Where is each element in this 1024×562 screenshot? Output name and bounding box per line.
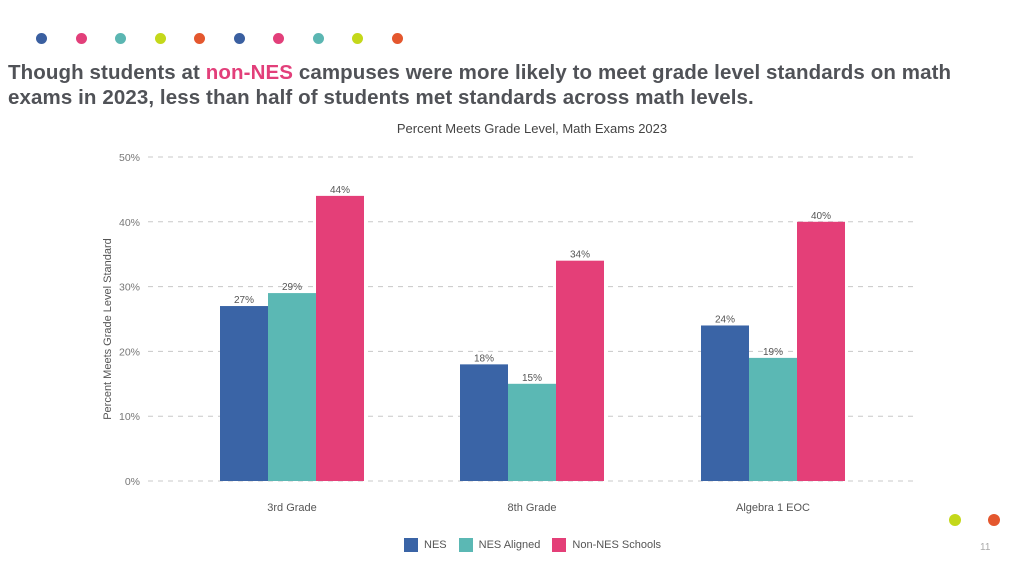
legend-item: NES Aligned <box>458 538 541 552</box>
bar <box>316 195 364 481</box>
bar <box>220 306 268 481</box>
data-label: 24% <box>715 314 735 325</box>
bar <box>701 325 749 481</box>
data-label: 18% <box>474 353 494 364</box>
x-tick-label: Algebra 1 EOC <box>736 502 810 514</box>
decorative-dot <box>75 33 87 44</box>
legend-swatch <box>404 538 418 552</box>
bar <box>268 293 316 481</box>
decorative-dot <box>949 514 961 526</box>
y-tick-label: 0% <box>125 476 140 488</box>
decorative-dot <box>352 33 363 44</box>
decorative-dot <box>36 33 47 44</box>
x-tick-label: 3rd Grade <box>267 502 317 514</box>
data-label: 19% <box>763 347 783 358</box>
y-axis-label: Percent Meets Grade Level Standard <box>102 238 114 420</box>
chart-legend: NES NES Aligned Non-NES Schools <box>404 537 673 553</box>
data-label: 40% <box>811 211 831 222</box>
bar <box>797 221 845 482</box>
y-tick-label: 30% <box>119 282 140 294</box>
bar <box>749 357 797 481</box>
data-label: 27% <box>234 295 254 306</box>
headline-part-1: Though students at <box>8 61 206 84</box>
y-tick-label: 20% <box>119 346 140 358</box>
decorative-dot-row <box>0 33 420 45</box>
y-tick-label: 40% <box>119 217 140 229</box>
legend-item: Non-NES Schools <box>552 538 661 552</box>
x-tick-label: 8th Grade <box>508 502 557 514</box>
data-label: 44% <box>330 185 350 196</box>
y-tick-label: 10% <box>119 411 140 423</box>
data-label: 29% <box>282 282 302 293</box>
legend-swatch <box>552 538 567 552</box>
decorative-dot <box>391 33 403 44</box>
decorative-dot <box>194 33 205 44</box>
slide-headline: Though students at non-NES campuses were… <box>8 60 1008 110</box>
chart-title: Percent Meets Grade Level, Math Exams 20… <box>396 121 668 136</box>
page-number: 11 <box>980 542 991 553</box>
decorative-dot <box>988 514 1000 526</box>
bar <box>508 383 556 481</box>
data-label: 34% <box>570 250 590 261</box>
decorative-dot <box>233 33 245 44</box>
legend-item: NES <box>404 538 447 552</box>
decorative-dot <box>312 33 324 44</box>
bar <box>460 364 508 481</box>
y-tick-label: 50% <box>119 152 140 164</box>
headline-part-2: campuses were more likely to meet grade … <box>8 61 952 109</box>
legend-label: NES <box>424 539 447 551</box>
headline-highlight: non-NES <box>205 61 294 84</box>
legend-label: NES Aligned <box>478 539 541 551</box>
decorative-dot <box>115 33 126 44</box>
decorative-dot <box>154 33 166 44</box>
data-label: 15% <box>522 373 542 384</box>
bar <box>556 260 604 481</box>
legend-label: Non-NES Schools <box>572 539 662 551</box>
decorative-dot <box>273 33 284 44</box>
legend-swatch <box>458 538 473 552</box>
